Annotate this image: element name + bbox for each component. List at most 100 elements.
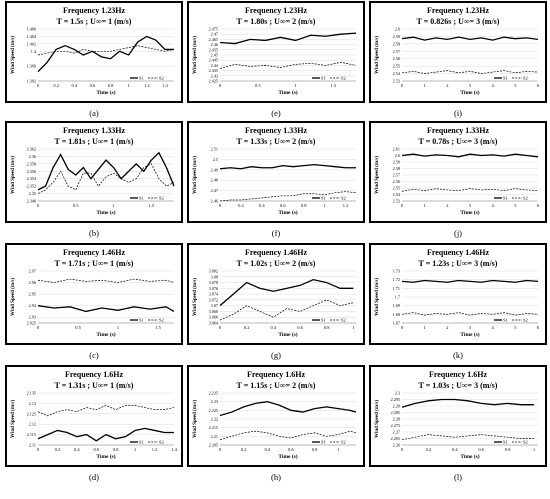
x-tick-label: 1 [134, 447, 136, 452]
x-axis-label: Time (s) [278, 331, 297, 338]
legend-label-s2: S2 [523, 76, 528, 81]
series-line-s1 [219, 163, 356, 170]
y-tick-label: 2.59 [393, 34, 400, 39]
y-tick-label: 3.082 [209, 269, 218, 274]
y-tick-label: 2.205 [209, 443, 218, 448]
y-tick-label: 3.064 [209, 321, 219, 326]
panel-title: Frequency 1.33Hz [427, 126, 490, 135]
legend-label-s2: S2 [523, 196, 528, 201]
x-axis-label: Time (s) [460, 89, 479, 96]
x-tick-label: 1 [112, 203, 114, 208]
y-tick-label: 2.455 [209, 47, 218, 52]
x-tick-label: 0 [219, 447, 222, 452]
x-tick-label: 1.5 [331, 83, 337, 88]
y-tick-label: 2.57 [393, 173, 400, 178]
panel-title: Frequency 1.23Hz [427, 6, 490, 15]
y-tick-label: 2.47 [211, 32, 218, 37]
legend-label-s2: S2 [159, 76, 164, 81]
x-tick-label: 3 [469, 83, 472, 88]
y-tick-label: 2.59 [393, 160, 400, 165]
y-tick-label: 1.69 [393, 303, 400, 308]
legend-label-s1: S1 [503, 318, 508, 323]
y-tick-label: 2.23 [211, 399, 218, 404]
y-tick-label: 2.54 [393, 71, 401, 76]
y-tick-label: 2.49 [211, 167, 218, 172]
panel-l: Frequency 1.6Hz T = 1.03s ; U∞= 3 (m/s) 2.… [369, 365, 547, 467]
y-tick-label: 1.392 [27, 79, 36, 84]
y-tick-label: 1.402 [27, 41, 36, 46]
panel-caption: (d) [89, 472, 99, 482]
series-line-s2 [401, 70, 539, 74]
panel-subtitle: T = 1.15s ; U∞= 2 (m/s) [237, 381, 316, 390]
y-tick-label: 2.125 [27, 411, 36, 416]
series-line-s2 [37, 45, 175, 56]
legend-label-s1: S1 [139, 196, 144, 201]
panel-title: Frequency 1.23Hz [245, 6, 308, 15]
y-tick-label: 2.55 [393, 186, 400, 191]
x-tick-label: 0.2 [241, 447, 247, 452]
y-tick-label: 1.68 [393, 312, 400, 317]
x-tick-label: 0.5 [73, 203, 79, 208]
x-axis-label: Time (s) [460, 331, 479, 338]
x-tick-label: 0.8 [301, 203, 307, 208]
panel-caption: (a) [89, 108, 99, 118]
y-tick-label: 2.94 [29, 303, 37, 308]
y-axis-label: Wind Speed (m/s) [193, 36, 198, 74]
x-tick-label: 0.5 [75, 325, 81, 330]
series-line-s1 [37, 35, 174, 73]
y-tick-label: 2.235 [209, 391, 218, 396]
y-tick-label: 3.072 [209, 297, 218, 302]
panel-frame [369, 243, 547, 345]
y-tick-label: 1.72 [393, 277, 400, 282]
y-tick-label: 2.56 [393, 56, 400, 61]
x-tick-label: 1.4 [162, 83, 168, 88]
y-tick-label: 2.36 [29, 154, 36, 159]
legend-label-s2: S2 [341, 318, 346, 323]
legend-label-s2: S2 [159, 196, 164, 201]
series-line-s1 [37, 151, 175, 191]
y-tick-label: 2.445 [209, 58, 218, 63]
legend-label-s2: S2 [523, 318, 528, 323]
x-tick-label: 5 [514, 325, 517, 330]
y-tick-label: 2.352 [27, 184, 36, 189]
x-tick-label: 1 [424, 203, 426, 208]
x-tick-label: 0.2 [244, 325, 250, 330]
x-tick-label: 6 [537, 83, 540, 88]
x-tick-label: 4 [492, 83, 495, 88]
x-tick-label: 0.8 [113, 447, 119, 452]
x-tick-label: 0 [401, 203, 404, 208]
x-tick-label: 1 [424, 83, 426, 88]
x-tick-label: 0.4 [271, 325, 277, 330]
panel-frame [5, 121, 183, 223]
panel-frame [187, 121, 365, 223]
y-tick-label: 2.96 [29, 280, 36, 285]
x-tick-label: 1 [352, 325, 354, 330]
y-tick-label: 2.13 [29, 401, 36, 406]
y-tick-label: 3.074 [209, 292, 219, 297]
y-tick-label: 3.07 [211, 303, 218, 308]
panel-caption: (h) [271, 472, 281, 482]
legend-label-s2: S2 [341, 440, 346, 445]
legend-label-s1: S1 [321, 196, 326, 201]
y-tick-label: 2.358 [27, 161, 36, 166]
panel-subtitle: T = 1.02s ; U∞= 2 (m/s) [237, 259, 316, 268]
y-tick-label: 2.28 [393, 417, 400, 422]
series-line-s2 [219, 191, 357, 202]
legend-label-s1: S1 [321, 76, 326, 81]
y-tick-label: 3.066 [209, 315, 218, 320]
y-tick-label: 2.55 [393, 64, 400, 69]
x-tick-label: 1.5 [155, 325, 161, 330]
series-line-s2 [401, 434, 535, 441]
x-tick-label: 3 [469, 203, 472, 208]
x-tick-label: 0.6 [478, 447, 484, 452]
y-axis-label: Wind Speed (m/s) [11, 36, 16, 74]
y-tick-label: 1.67 [393, 321, 400, 326]
x-tick-label: 0.4 [259, 203, 265, 208]
x-tick-label: 1.2 [152, 447, 158, 452]
panel-frame [369, 1, 547, 103]
panel-i: Frequency 1.23Hz T = 0.826s ; U∞= 3 (m/s)… [369, 1, 547, 103]
y-tick-label: 2.6 [395, 153, 400, 158]
x-tick-label: 0 [37, 325, 40, 330]
x-tick-label: 0.8 [324, 325, 330, 330]
